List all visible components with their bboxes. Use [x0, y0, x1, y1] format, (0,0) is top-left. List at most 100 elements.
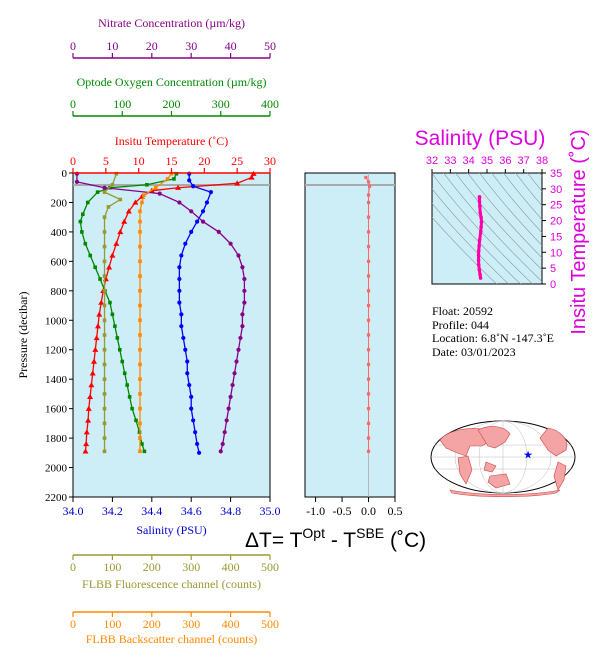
nitrate-point — [240, 312, 245, 317]
density-contour — [515, 173, 542, 207]
salinity-point — [179, 253, 184, 258]
nitrate-point — [238, 335, 243, 341]
temperature-point — [125, 208, 132, 214]
delta-t-tick-label: 0.0 — [361, 504, 376, 518]
ts-x-tick-label: 38 — [536, 155, 548, 167]
pressure-tick-label: 2000 — [45, 463, 68, 475]
delta-t-point — [366, 392, 371, 396]
backscatter-point — [138, 230, 142, 234]
backscatter-tick-label: 100 — [103, 617, 121, 631]
salinity-point — [177, 288, 182, 293]
backscatter-point — [138, 377, 142, 381]
fluorescence-series-line — [103, 173, 122, 452]
oxygen-point — [140, 442, 144, 446]
nitrate-tick-label: 10 — [106, 39, 118, 53]
oxygen-point — [83, 241, 88, 246]
backscatter-point — [142, 193, 146, 197]
oxygen-tick-label: 400 — [261, 97, 279, 111]
density-contours — [432, 173, 542, 284]
ts-ylabel: Insitu Temperature (˚C) — [568, 129, 590, 334]
fluorescence-point — [102, 406, 107, 411]
fluorescence-tick-label: 100 — [103, 560, 121, 574]
ts-series — [476, 194, 484, 280]
fluorescence-axis-label: FLBB Fluorescence channel (counts) — [82, 577, 261, 591]
temperature-tick-label: 30 — [264, 154, 276, 168]
salinity-point — [179, 312, 184, 317]
delta-t-point — [366, 333, 371, 337]
density-contour — [455, 173, 542, 271]
backscatter-point — [138, 259, 142, 264]
ts-point — [477, 199, 482, 204]
oxygen-point — [110, 312, 115, 317]
density-contour — [432, 188, 521, 284]
salinity-point — [204, 200, 210, 205]
float-location-marker: ★ — [523, 449, 533, 461]
ts-x-tick-label: 36 — [499, 155, 511, 167]
ts-point — [478, 276, 483, 280]
oxygen-axis-label: Optode Oxygen Concentration (µm/kg) — [77, 75, 267, 89]
bottom-axes: 34.0 34.2 34.4 34.6 34.8 35.0 Salinity (PSU) 0 1… — [63, 497, 281, 646]
fluorescence-point — [102, 362, 107, 367]
fluorescence-tick-label: 400 — [222, 560, 240, 574]
float-location: Location: 6.8˚N -147.3˚E — [432, 331, 554, 345]
ts-x-tick-label: 33 — [444, 155, 456, 167]
delta-t-point — [366, 230, 371, 234]
ts-x-tick-label: 37 — [518, 155, 530, 167]
density-contour — [503, 173, 542, 220]
salinity-point — [181, 335, 186, 341]
delta-t-point — [366, 289, 371, 293]
oxygen-point — [88, 253, 93, 258]
temperature-point — [85, 405, 92, 411]
delta-t-point — [366, 362, 371, 367]
density-contour — [491, 173, 542, 234]
world-map: ★ — [430, 420, 576, 498]
pressure-tick-label: 1600 — [45, 404, 68, 416]
profile-panel: 0200400600800100012001400160018002000220… — [16, 16, 281, 646]
salinity-tick-label: 34.4 — [141, 504, 162, 518]
oxygen-point — [93, 265, 97, 270]
delta-t-point — [366, 377, 371, 381]
salinity-point — [208, 190, 213, 195]
oxygen-point — [115, 336, 120, 340]
ts-point — [477, 237, 482, 242]
backscatter-tick-label: 500 — [261, 617, 279, 631]
ts-x-tick-label: 35 — [481, 155, 493, 167]
fluorescence-point — [102, 259, 107, 264]
oxygen-point — [142, 449, 147, 454]
profile-date: Date: 03/01/2023 — [432, 344, 516, 359]
antarctica-shape — [449, 489, 561, 498]
backscatter-point — [169, 171, 174, 176]
fluorescence-tick-label: 300 — [182, 560, 200, 574]
nitrate-point — [226, 406, 231, 411]
pressure-tick-label: 200 — [51, 197, 68, 209]
ts-y-tick-label: 25 — [550, 200, 562, 212]
delta-t-point — [366, 303, 371, 308]
fluorescence-point — [102, 333, 107, 337]
delta-t-point — [364, 175, 368, 180]
delta-t-series-line — [365, 177, 371, 452]
temperature-tick-label: 25 — [231, 154, 243, 168]
nitrate-point — [230, 382, 235, 388]
delta-t-point — [366, 193, 371, 197]
ts-point — [476, 248, 481, 253]
delta-t-point — [366, 421, 371, 425]
nitrate-tick-label: 30 — [185, 39, 197, 53]
oxygen-point — [98, 277, 102, 281]
nitrate-axis-label: Nitrate Concentration (µm/kg) — [98, 16, 245, 30]
backscatter-point — [138, 318, 142, 323]
oxygen-point — [172, 177, 176, 181]
backscatter-point — [138, 303, 142, 308]
ts-x-tick-label: 32 — [426, 155, 438, 167]
fluorescence-tick-label: 200 — [143, 560, 161, 574]
nitrate-point — [102, 185, 107, 190]
temperature-point — [117, 228, 124, 235]
salinity-point — [191, 184, 196, 189]
indonesia-shape — [483, 461, 497, 473]
fluorescence-point — [102, 421, 107, 426]
backscatter-tick-label: 300 — [182, 617, 200, 631]
temperature-point — [121, 218, 128, 224]
temperature-tick-label: 15 — [166, 154, 178, 168]
temperature-point — [89, 370, 96, 376]
nitrate-point — [216, 229, 221, 235]
salinity-tick-label: 35.0 — [260, 504, 281, 518]
